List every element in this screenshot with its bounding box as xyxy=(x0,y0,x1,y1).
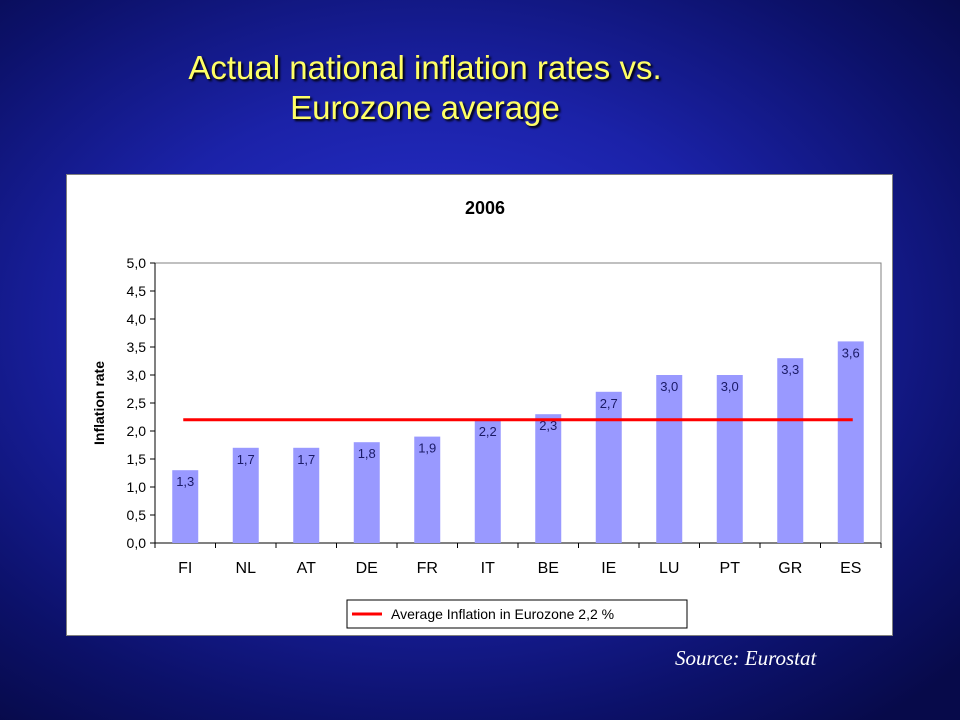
bar-it xyxy=(474,419,501,543)
x-tick-label: AT xyxy=(297,560,316,577)
slide-title-line-2: Eurozone average xyxy=(290,89,560,126)
y-axis-label: Inflation rate xyxy=(91,361,107,445)
bar-value-label: 3,0 xyxy=(721,379,739,394)
bar-ie xyxy=(595,391,622,543)
x-tick-label: PT xyxy=(720,560,741,577)
bar-at xyxy=(293,447,320,543)
y-tick-label: 1,5 xyxy=(127,451,147,467)
y-tick-label: 3,0 xyxy=(127,367,147,383)
y-tick-label: 1,0 xyxy=(127,479,147,495)
bar-lu xyxy=(656,375,683,543)
chart-title: 2006 xyxy=(465,198,505,218)
y-tick-label: 0,5 xyxy=(127,507,147,523)
bar-value-label: 2,7 xyxy=(600,396,618,411)
plot-area xyxy=(154,262,882,544)
y-tick-label: 3,5 xyxy=(127,339,147,355)
x-tick-label: FI xyxy=(178,560,192,577)
bar-pt xyxy=(716,375,743,543)
bar-value-label: 1,7 xyxy=(237,452,255,467)
bar-nl xyxy=(232,447,259,543)
legend-box xyxy=(346,599,688,629)
bar-chart: 2006 0,0 0,5 1,0 1,5 2,0 2,5 3,0 3,5 4,0 4,5 5,0 Inf… xyxy=(91,198,882,629)
bar-value-label: 2,2 xyxy=(479,424,497,439)
x-tick-label: GR xyxy=(778,560,802,577)
source-note: Source: Eurostat xyxy=(675,646,817,670)
y-tick-label: 5,0 xyxy=(127,255,147,271)
bar-value-label: 1,7 xyxy=(297,452,315,467)
bar-fi xyxy=(172,470,199,543)
x-tick-label: LU xyxy=(659,560,679,577)
x-tick-label: NL xyxy=(236,560,257,577)
bar-value-label: 2,3 xyxy=(539,418,557,433)
bar-value-label: 1,8 xyxy=(358,446,376,461)
slide-title: Actual national inflation rates vs. Euro… xyxy=(0,48,850,128)
bar-value-label: 3,6 xyxy=(842,345,860,360)
y-tick-label: 4,5 xyxy=(127,283,147,299)
bar-be xyxy=(535,414,562,543)
bar-value-label: 1,3 xyxy=(176,474,194,489)
bar-de xyxy=(353,442,380,543)
y-tick-label: 2,5 xyxy=(127,395,147,411)
slide-title-line-1: Actual national inflation rates vs. xyxy=(188,49,662,86)
bar-fr xyxy=(414,436,441,543)
x-tick-label: IE xyxy=(601,560,616,577)
y-tick-label: 4,0 xyxy=(127,311,147,327)
bar-value-label: 3,3 xyxy=(781,362,799,377)
chart-panel: 2006 0,0 0,5 1,0 1,5 2,0 2,5 3,0 3,5 4,0 4,5 5,0 Inf… xyxy=(66,174,893,636)
bar-value-label: 3,0 xyxy=(660,379,678,394)
bar-value-label: 1,9 xyxy=(418,441,436,456)
x-tick-label: DE xyxy=(356,560,378,577)
y-tick-label: 2,0 xyxy=(127,423,147,439)
legend-label: Average Inflation in Eurozone 2,2 % xyxy=(391,606,614,622)
x-tick-label: BE xyxy=(538,560,559,577)
y-tick-label: 0,0 xyxy=(127,535,147,551)
x-tick-label: ES xyxy=(840,560,861,577)
x-tick-label: IT xyxy=(481,560,495,577)
bar-gr xyxy=(777,358,804,543)
x-tick-label: FR xyxy=(417,560,438,577)
bar-es xyxy=(837,341,864,543)
